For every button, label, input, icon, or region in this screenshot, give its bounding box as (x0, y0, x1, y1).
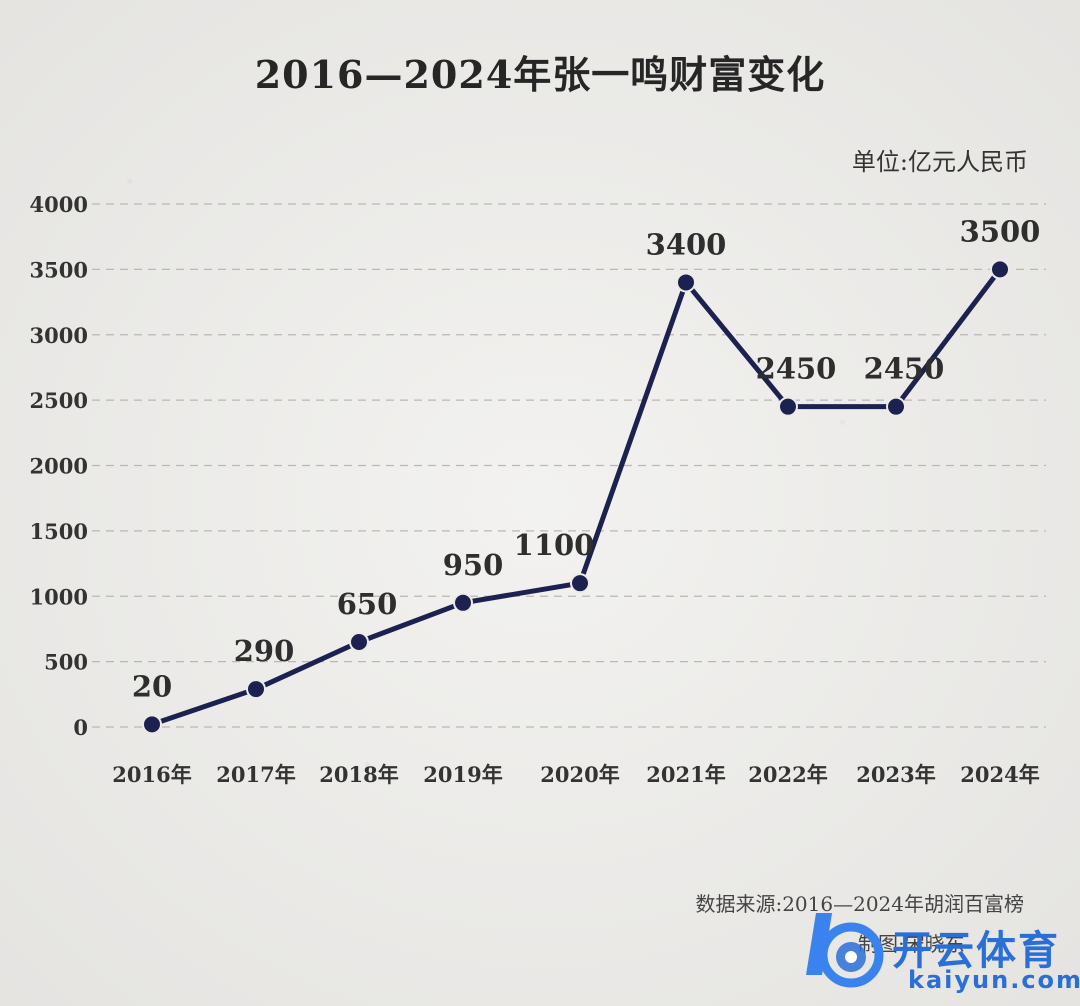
x-tick-label: 2020年 (540, 762, 619, 787)
y-tick-label: 500 (44, 650, 88, 675)
data-point (676, 272, 696, 293)
data-point (246, 679, 266, 700)
data-source: 数据来源:2016—2024年胡润百富榜 (695, 892, 1024, 916)
data-point (886, 396, 906, 417)
x-tick-label: 2022年 (748, 762, 827, 787)
y-tick-label: 4000 (30, 192, 88, 217)
watermark-en: kaiyun.com (908, 966, 1080, 994)
data-point (142, 714, 162, 735)
data-label: 20 (132, 669, 172, 703)
x-tick-label: 2024年 (960, 762, 1039, 787)
unit-label: 单位:亿元人民币 (851, 148, 1028, 176)
data-label: 3400 (646, 227, 727, 261)
data-label: 2450 (756, 352, 837, 386)
y-tick-label: 0 (73, 715, 88, 740)
y-tick-label: 2000 (30, 454, 88, 479)
y-tick-label: 1500 (30, 519, 88, 544)
data-point (778, 396, 798, 417)
y-tick-label: 2500 (30, 388, 88, 413)
data-label: 950 (443, 548, 504, 582)
y-tick-label: 3500 (30, 257, 88, 282)
data-label: 650 (337, 587, 398, 621)
data-point (349, 632, 369, 653)
x-tick-label: 2021年 (646, 762, 725, 787)
data-point (570, 573, 590, 594)
data-label: 1100 (514, 528, 595, 562)
data-label: 290 (234, 634, 295, 668)
x-tick-label: 2017年 (216, 762, 295, 787)
y-tick-label: 3000 (30, 323, 88, 348)
data-point (990, 259, 1010, 280)
data-label: 2450 (864, 352, 945, 386)
x-tick-label: 2023年 (856, 762, 935, 787)
x-tick-label: 2018年 (319, 762, 398, 787)
data-point (453, 592, 473, 613)
kaiyun-logo-icon (806, 913, 884, 988)
chart-title: 2016—2024年张一鸣财富变化 (254, 52, 826, 97)
data-label: 3500 (960, 214, 1041, 248)
x-tick-label: 2019年 (423, 762, 502, 787)
x-tick-label: 2016年 (112, 762, 191, 787)
y-tick-label: 1000 (30, 584, 88, 609)
watermark-cn: 开云体育 (892, 928, 1060, 974)
